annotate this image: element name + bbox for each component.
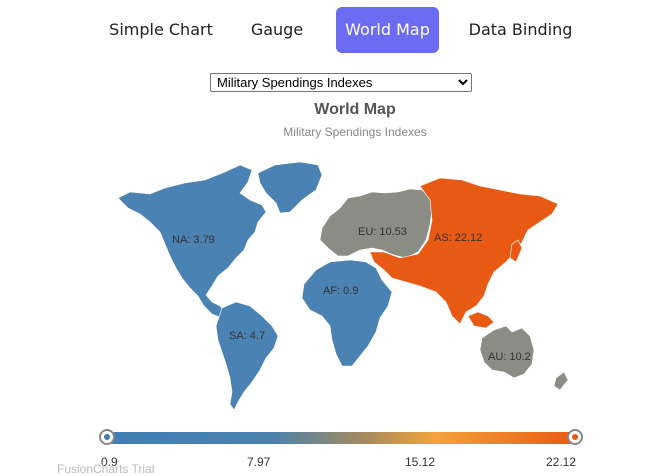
legend-tick-0: 0.9 [101, 455, 118, 469]
tab-simple-chart[interactable]: Simple Chart [109, 20, 213, 39]
region-australia[interactable] [479, 325, 535, 379]
label-na: NA: 3.79 [172, 234, 215, 246]
tab-world-map[interactable]: World Map [336, 7, 439, 53]
region-asia-islands[interactable] [467, 311, 495, 329]
region-north-america[interactable] [117, 164, 267, 319]
legend-gradient-bar [107, 432, 575, 444]
region-japan[interactable] [509, 239, 523, 263]
dataset-dropdown-wrap: Military Spendings Indexes [210, 72, 472, 92]
label-eu: EU: 10.53 [358, 226, 407, 238]
tab-gauge[interactable]: Gauge [250, 20, 304, 39]
label-sa: SA: 4.7 [229, 330, 266, 342]
legend-max-handle[interactable] [567, 429, 583, 445]
chart-title: World Map [314, 101, 396, 118]
watermark-text: FusionCharts Trial [57, 462, 155, 476]
tab-data-binding[interactable]: Data Binding [468, 20, 573, 39]
label-as: AS: 22.12 [434, 232, 483, 244]
region-south-america[interactable] [215, 301, 279, 411]
label-af: AF: 0.9 [323, 285, 359, 297]
label-au: AU: 10.2 [488, 351, 531, 363]
region-africa[interactable] [301, 259, 393, 367]
chart-subtitle: Military Spendings Indexes [283, 125, 427, 139]
legend-min-handle[interactable] [99, 429, 115, 445]
legend-tick-1: 7.97 [247, 455, 271, 469]
legend-tick-2: 15.12 [405, 455, 436, 469]
region-new-zealand[interactable] [553, 371, 569, 391]
chart-type-tabs: Simple Chart Gauge World Map Data Bindin… [0, 7, 645, 53]
region-asia[interactable] [369, 177, 559, 325]
region-greenland[interactable] [257, 161, 323, 214]
dataset-dropdown[interactable]: Military Spendings Indexes [210, 73, 472, 92]
region-europe[interactable] [319, 188, 433, 259]
legend-tick-3: 22.12 [546, 455, 577, 469]
